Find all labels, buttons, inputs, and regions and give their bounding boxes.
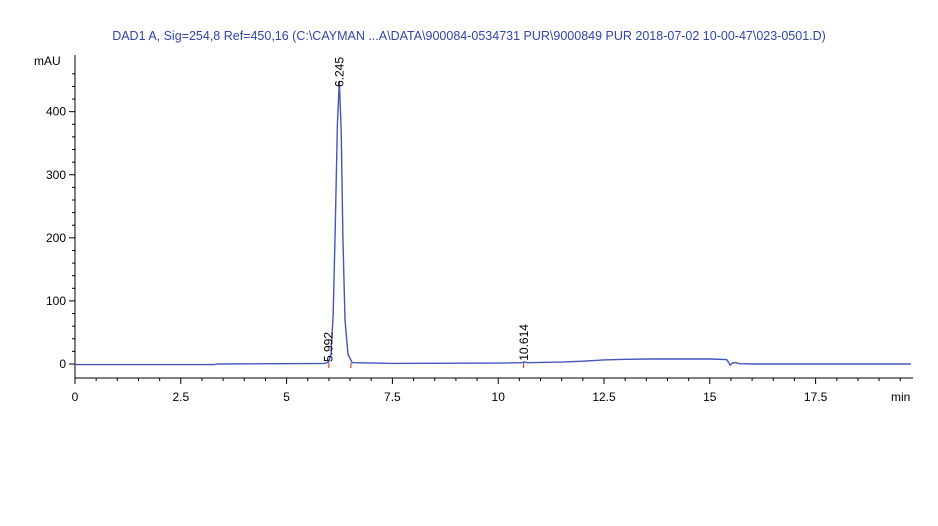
trace-area	[75, 80, 911, 368]
chromatogram-trace	[75, 80, 911, 366]
peak-label: 5.992	[322, 332, 336, 362]
x-tick-label: 10	[492, 390, 506, 404]
peak-label: 6.245	[332, 57, 346, 87]
x-tick-label: 2.5	[172, 390, 189, 404]
y-tick-label: 0	[59, 357, 66, 371]
axes: 0 100 200 300 400 0 2.5 5 7.5 10 12.5 15 17.5	[46, 55, 913, 404]
y-tick-label: 400	[46, 105, 66, 119]
x-tick-label: 0	[72, 390, 79, 404]
x-tick-label: 5	[283, 390, 290, 404]
x-tick-label: 15	[703, 390, 717, 404]
y-tick-label: 200	[46, 231, 66, 245]
x-tick-label: 12.5	[592, 390, 616, 404]
y-tick-label: 300	[46, 168, 66, 182]
y-tick-label: 100	[46, 294, 66, 308]
peak-label: 10.614	[517, 324, 531, 361]
peak-labels: 5.992 6.245 10.614	[322, 57, 532, 362]
x-tick-label: 17.5	[804, 390, 828, 404]
chart-title: DAD1 A, Sig=254,8 Ref=450,16 (C:\CAYMAN …	[112, 29, 826, 43]
y-axis-title: mAU	[34, 54, 61, 68]
x-tick-label: 7.5	[384, 390, 401, 404]
x-axis-title: min	[891, 390, 910, 404]
